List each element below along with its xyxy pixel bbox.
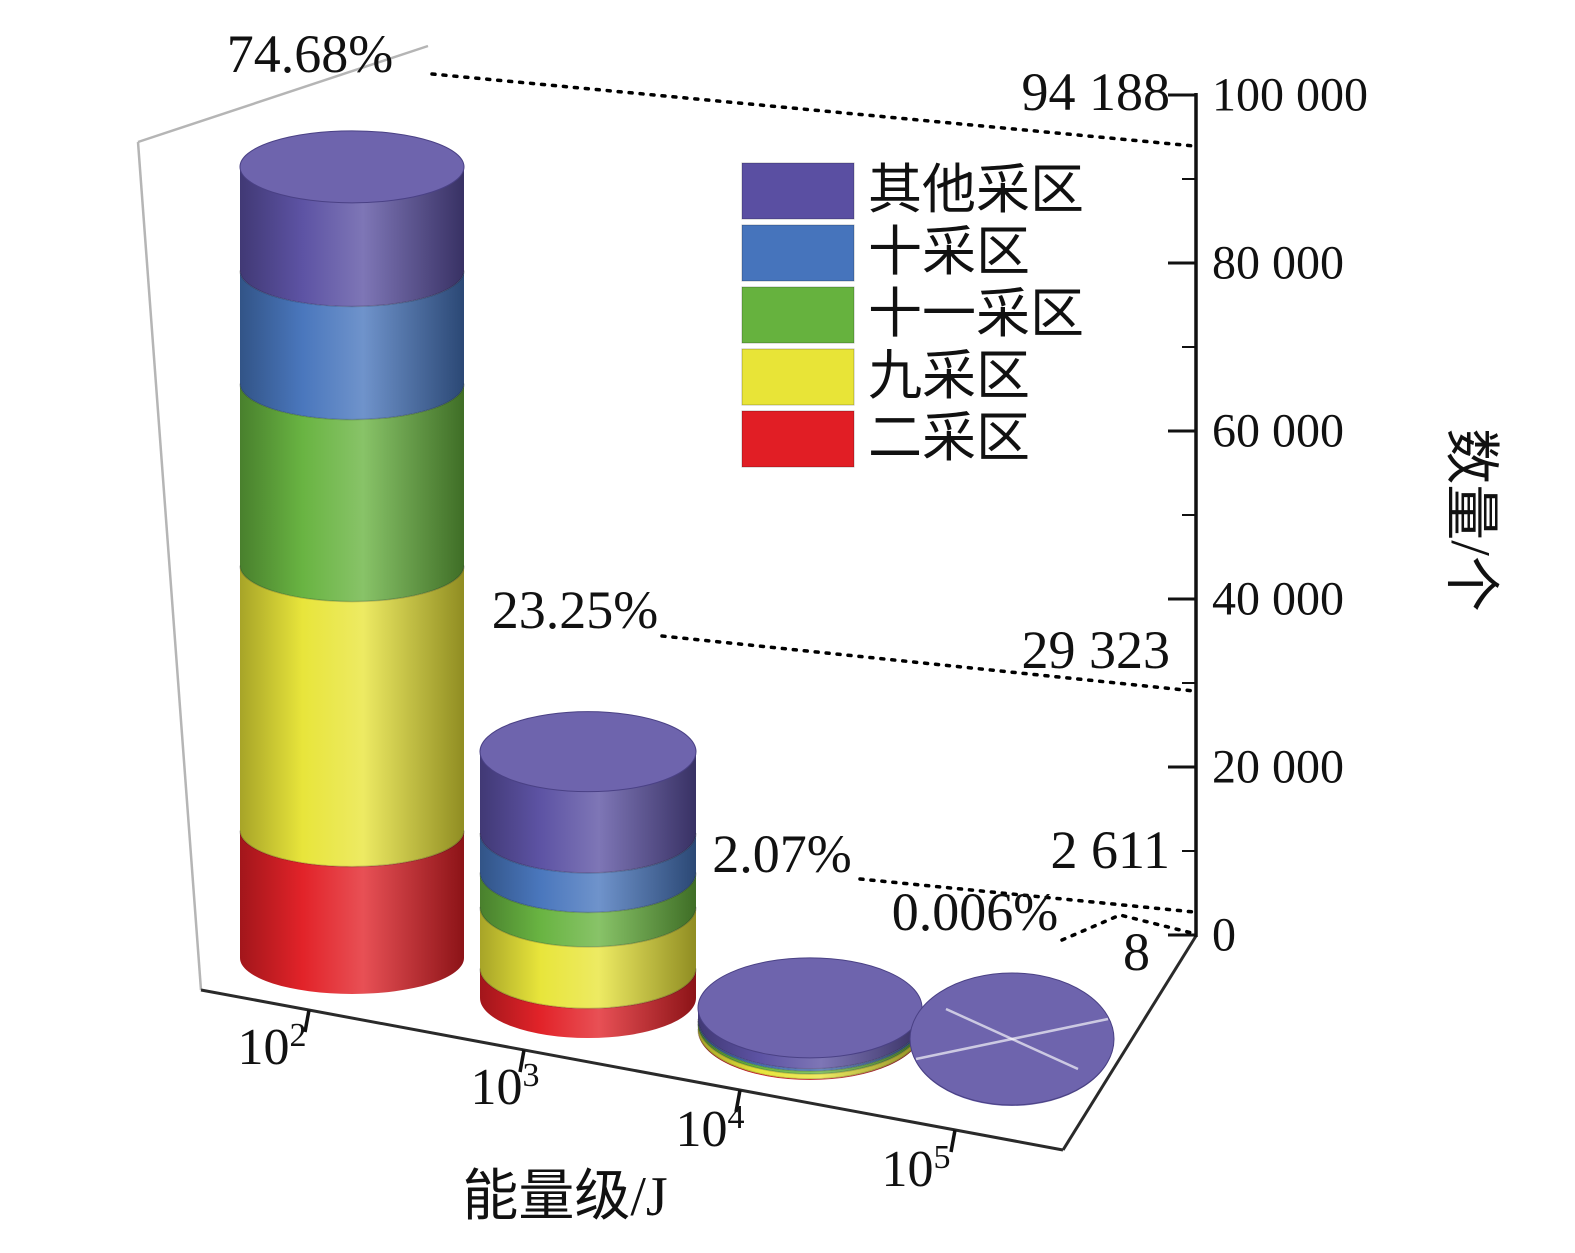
bar-segment bbox=[240, 830, 465, 994]
legend-label: 十一采区 bbox=[868, 284, 1084, 344]
bar-segment bbox=[480, 832, 696, 913]
bar-segment-rim bbox=[479, 906, 697, 948]
legend-swatch bbox=[741, 348, 855, 406]
bar-segment bbox=[480, 906, 696, 1009]
legend-swatch bbox=[741, 224, 855, 282]
bar-segment bbox=[240, 383, 465, 602]
bar-segment bbox=[480, 968, 696, 1038]
leader-line bbox=[430, 72, 1196, 148]
percent-label: 23.25% bbox=[492, 580, 658, 640]
frame-top-edge bbox=[137, 44, 429, 144]
y-tick-label: 100 000 bbox=[1212, 69, 1368, 122]
x-axis: 102 103 104 105 能量级/J bbox=[238, 1009, 957, 1228]
annotations: 74.68% 94 188 23.25% 29 323 2.07% 2 611 … bbox=[227, 24, 1196, 982]
x-axis-title: 能量级/J bbox=[462, 1166, 667, 1228]
y-axis-title: 数量/个 bbox=[1439, 428, 1501, 612]
bar-segment-rim bbox=[697, 1028, 923, 1080]
bar-segment bbox=[240, 166, 465, 307]
bar-cap bbox=[479, 711, 697, 793]
percent-label: 2.07% bbox=[712, 824, 851, 884]
leader-line bbox=[1060, 913, 1194, 942]
y-axis: 0 20 000 40 000 60 000 80 000 100 000 数量… bbox=[1168, 69, 1501, 962]
bar-segment bbox=[698, 1007, 923, 1069]
legend-swatch bbox=[741, 286, 855, 344]
bar-segment-rim bbox=[479, 968, 697, 1010]
legend: 其他采区 十采区 十一采区 九采区 二采区 bbox=[741, 160, 1084, 468]
value-label: 8 bbox=[1123, 922, 1150, 982]
percent-label: 0.006% bbox=[892, 882, 1058, 942]
frame-left-edge bbox=[136, 141, 203, 991]
frame-bottom-right-edge bbox=[1061, 935, 1198, 1151]
frame-bottom-front-edge bbox=[200, 988, 1064, 1152]
y-axis-ticks bbox=[1168, 93, 1196, 937]
value-label: 2 611 bbox=[1051, 820, 1171, 880]
bar-segment bbox=[480, 872, 696, 947]
legend-swatch bbox=[741, 162, 855, 220]
x-tick-label: 103 bbox=[471, 1057, 540, 1116]
legend-label: 十采区 bbox=[868, 222, 1030, 282]
percent-label: 74.68% bbox=[227, 24, 393, 84]
axis-frame bbox=[136, 44, 1198, 1152]
bar-segment-rim bbox=[239, 270, 465, 308]
bar-segment-rim bbox=[479, 872, 697, 914]
bar-segment-rim bbox=[239, 383, 465, 421]
y-tick-label: 40 000 bbox=[1212, 573, 1344, 626]
bar-segment-rim bbox=[479, 832, 697, 874]
bar-segment bbox=[240, 565, 465, 867]
x-tick bbox=[518, 1049, 526, 1073]
bar-segment-rim bbox=[239, 830, 465, 868]
y-tick-label: 80 000 bbox=[1212, 237, 1344, 290]
y-tick-label: 60 000 bbox=[1212, 405, 1344, 458]
bar-segment bbox=[480, 751, 696, 873]
x-tick-label: 102 bbox=[238, 1017, 307, 1076]
value-label: 29 323 bbox=[1022, 620, 1171, 680]
bar-segment-rim bbox=[239, 565, 465, 603]
x-tick bbox=[949, 1129, 957, 1153]
leader-line bbox=[660, 634, 1196, 693]
bars-group bbox=[239, 130, 1115, 1106]
x-tick bbox=[303, 1009, 311, 1033]
x-tick-label: 105 bbox=[882, 1139, 951, 1198]
leader-line bbox=[858, 877, 1196, 914]
bar-cap bbox=[697, 957, 923, 1059]
disc-highlight bbox=[945, 1007, 1079, 1071]
legend-label: 其他采区 bbox=[868, 160, 1084, 220]
bar-segment bbox=[240, 270, 465, 420]
y-tick-label: 20 000 bbox=[1212, 741, 1344, 794]
x-tick-label: 104 bbox=[676, 1099, 745, 1158]
bar-cap bbox=[239, 130, 465, 204]
legend-swatch bbox=[741, 410, 855, 468]
bar-segment-rim bbox=[697, 1023, 923, 1075]
y-tick-label: 0 bbox=[1212, 909, 1236, 962]
legend-label: 二采区 bbox=[868, 408, 1030, 468]
value-label: 94 188 bbox=[1022, 62, 1171, 122]
legend-label: 九采区 bbox=[868, 346, 1030, 406]
x-tick bbox=[734, 1089, 742, 1113]
